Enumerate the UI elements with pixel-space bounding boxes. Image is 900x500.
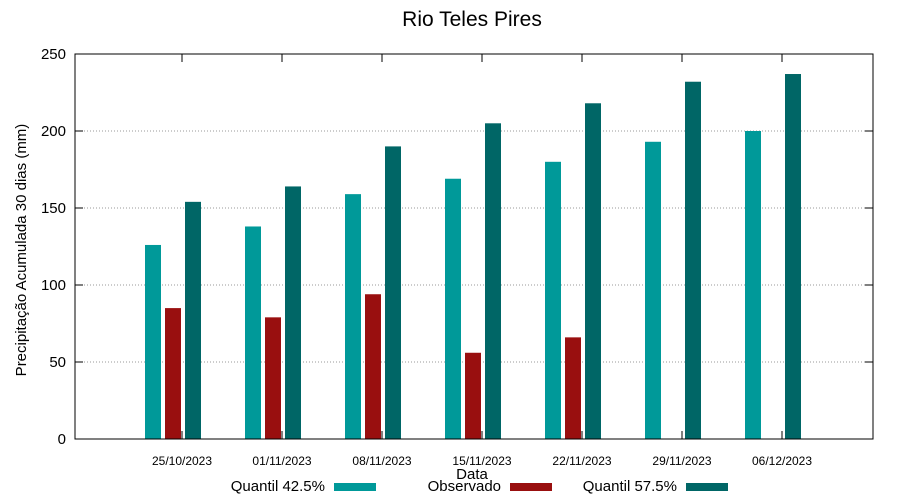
legend-label: Quantil 57.5% xyxy=(583,478,677,495)
bar xyxy=(785,74,801,440)
bar xyxy=(465,352,481,439)
x-tick-label: 08/11/2023 xyxy=(352,454,411,468)
legend: Quantil 42.5% Observado Quantil 57.5% xyxy=(231,478,728,495)
legend-label: Quantil 42.5% xyxy=(231,478,325,495)
legend-swatch xyxy=(686,483,728,491)
bar xyxy=(645,141,661,439)
x-tick-label: 15/11/2023 xyxy=(452,454,511,468)
legend-swatch xyxy=(334,483,376,491)
y-axis-ticks: 0 50 100 150 200 250 xyxy=(41,46,873,448)
y-tick-label: 150 xyxy=(41,200,66,217)
y-tick-label: 0 xyxy=(58,431,66,448)
plot-frame xyxy=(74,53,874,440)
bar xyxy=(185,201,201,439)
y-axis-label: Precipitação Acumulada 30 dias (mm) xyxy=(13,124,30,377)
bar xyxy=(345,194,361,439)
x-axis-ticks: 25/10/2023 01/11/2023 08/11/2023 15/11/2023… xyxy=(152,54,812,468)
y-tick-label: 200 xyxy=(41,123,66,140)
chart-title: Rio Teles Pires xyxy=(402,8,542,31)
bar xyxy=(385,146,401,439)
bar xyxy=(365,294,381,439)
y-tick-label: 100 xyxy=(41,277,66,294)
x-tick-label: 06/12/2023 xyxy=(752,454,812,468)
bar xyxy=(165,308,181,439)
bar xyxy=(245,226,261,439)
x-tick-label: 22/11/2023 xyxy=(552,454,611,468)
x-axis-label: Data xyxy=(456,466,488,483)
bar xyxy=(685,81,701,439)
y-tick-label: 50 xyxy=(49,354,66,371)
legend-swatch xyxy=(510,483,552,491)
bar xyxy=(145,244,161,439)
bar xyxy=(265,317,281,439)
bar xyxy=(745,131,761,439)
x-tick-label: 01/11/2023 xyxy=(252,454,311,468)
bar xyxy=(445,178,461,440)
legend-label: Observado xyxy=(428,478,501,495)
bar xyxy=(285,186,301,439)
x-tick-label: 29/11/2023 xyxy=(652,454,711,468)
bars xyxy=(145,74,801,440)
x-tick-label: 25/10/2023 xyxy=(152,454,212,468)
bar xyxy=(565,337,581,439)
y-tick-label: 250 xyxy=(41,46,66,63)
bar xyxy=(485,123,501,440)
bar xyxy=(545,161,561,440)
bar xyxy=(585,103,601,439)
